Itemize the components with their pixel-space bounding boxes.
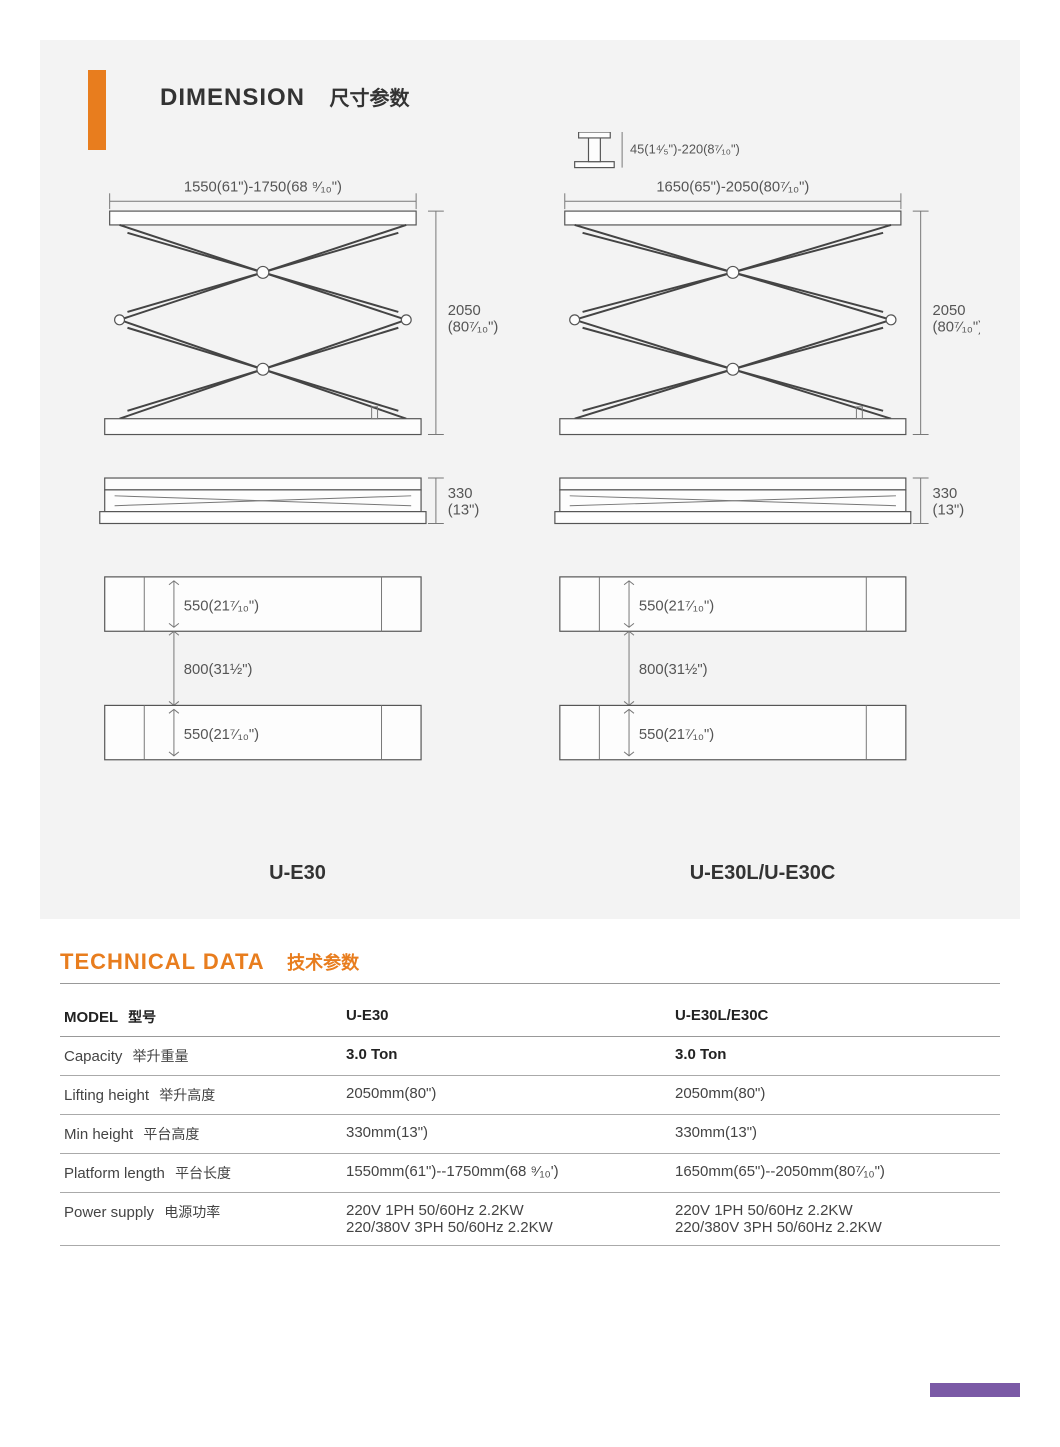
dim-height-r: 2050 — [933, 303, 966, 319]
label-capacity-en: Capacity — [64, 1048, 122, 1065]
diagram-row: 1550(61")-1750(68 ⁹⁄₁₀") — [40, 132, 1020, 889]
cell-mh-a: 330mm(13") — [342, 1114, 671, 1153]
dim-platform-1: 550(21⁷⁄₁₀") — [184, 598, 259, 614]
dimension-title-en: DIMENSION — [160, 84, 305, 111]
row-min-height: Min height 平台高度 330mm(13") 330mm(13") — [60, 1114, 1000, 1153]
dim-collapsed-in: (13") — [448, 503, 480, 519]
dim-gap: 800(31½") — [184, 662, 253, 678]
tech-title-cn: 技术参数 — [287, 953, 359, 973]
technical-data-section: TECHNICAL DATA 技术参数 MODEL 型号 U-E30 U-E30… — [40, 919, 1020, 1246]
spec-table: MODEL 型号 U-E30 U-E30L/E30C Capacity 举升重量… — [60, 998, 1000, 1246]
scissor-lift-diagram-right: 45(1⁴⁄₅")-220(8⁷⁄₁₀") 1650(65")-2050(80⁷… — [545, 132, 980, 844]
dimension-title: DIMENSION 尺寸参数 — [40, 40, 1020, 132]
row-power-supply: Power supply 电源功率 220V 1PH 50/60Hz 2.2KW… — [60, 1192, 1000, 1245]
cell-mh-b: 330mm(13") — [671, 1114, 1000, 1153]
cell-lh-b: 2050mm(80") — [671, 1075, 1000, 1114]
dimension-title-cn: 尺寸参数 — [329, 88, 409, 110]
dim-top-width-r: 1650(65")-2050(80⁷⁄₁₀") — [656, 179, 809, 195]
label-ps-cn: 电源功率 — [164, 1204, 220, 1220]
dim-height: 2050 — [448, 303, 481, 319]
scissor-lift-diagram-left: 1550(61")-1750(68 ⁹⁄₁₀") — [80, 132, 515, 844]
dim-platform-1-r: 550(21⁷⁄₁₀") — [639, 598, 714, 614]
model-label-left: U-E30 — [80, 844, 515, 889]
dim-platform-2: 550(21⁷⁄₁₀") — [184, 727, 259, 743]
label-mh-cn: 平台高度 — [143, 1126, 199, 1142]
label-mh-en: Min height — [64, 1126, 133, 1143]
dim-jack: 45(1⁴⁄₅")-220(8⁷⁄₁₀") — [630, 142, 740, 157]
dim-height-in: (80⁷⁄₁₀") — [448, 320, 499, 336]
cell-capacity-b: 3.0 Ton — [671, 1036, 1000, 1075]
cell-ps-b2: 220/380V 3PH 50/60Hz 2.2KW — [675, 1219, 996, 1236]
page-tab — [930, 1383, 1020, 1397]
cell-pl-a: 1550mm(61")--1750mm(68 ⁹⁄₁₀') — [342, 1153, 671, 1192]
cell-lh-a: 2050mm(80") — [342, 1075, 671, 1114]
label-pl-en: Platform length — [64, 1165, 165, 1182]
row-capacity: Capacity 举升重量 3.0 Ton 3.0 Ton — [60, 1036, 1000, 1075]
label-ps-en: Power supply — [64, 1204, 154, 1221]
label-model-en: MODEL — [64, 1009, 118, 1026]
dim-collapsed: 330 — [448, 486, 473, 502]
diagram-left: 1550(61")-1750(68 ⁹⁄₁₀") — [80, 132, 515, 889]
model-label-right: U-E30L/U-E30C — [545, 844, 980, 889]
cell-ps-b1: 220V 1PH 50/60Hz 2.2KW — [675, 1202, 996, 1219]
cell-model-b: U-E30L/E30C — [671, 998, 1000, 1037]
diagram-right: 45(1⁴⁄₅")-220(8⁷⁄₁₀") 1650(65")-2050(80⁷… — [545, 132, 980, 889]
dim-collapsed-r: 330 — [933, 486, 958, 502]
row-platform-length: Platform length 平台长度 1550mm(61")--1750mm… — [60, 1153, 1000, 1192]
label-pl-cn: 平台长度 — [175, 1165, 231, 1181]
cell-pl-b: 1650mm(65")--2050mm(80⁷⁄₁₀") — [671, 1153, 1000, 1192]
dim-platform-2-r: 550(21⁷⁄₁₀") — [639, 727, 714, 743]
dim-collapsed-in-r: (13") — [933, 503, 965, 519]
tech-title-en: TECHNICAL DATA — [60, 949, 265, 974]
dimension-panel: DIMENSION 尺寸参数 1550(61")-1750(68 ⁹⁄₁₀") — [40, 40, 1020, 919]
dim-height-in-r: (80⁷⁄₁₀") — [933, 320, 980, 336]
cell-model-a: U-E30 — [342, 998, 671, 1037]
label-lh-en: Lifting height — [64, 1087, 149, 1104]
cell-ps-a1: 220V 1PH 50/60Hz 2.2KW — [346, 1202, 667, 1219]
dim-gap-r: 800(31½") — [639, 662, 708, 678]
cell-ps-a2: 220/380V 3PH 50/60Hz 2.2KW — [346, 1219, 667, 1236]
label-capacity-cn: 举升重量 — [133, 1048, 189, 1064]
dim-top-width: 1550(61")-1750(68 ⁹⁄₁₀") — [184, 179, 342, 195]
row-lifting-height: Lifting height 举升高度 2050mm(80") 2050mm(8… — [60, 1075, 1000, 1114]
technical-data-title: TECHNICAL DATA 技术参数 — [60, 949, 1000, 984]
row-model: MODEL 型号 U-E30 U-E30L/E30C — [60, 998, 1000, 1037]
label-lh-cn: 举升高度 — [159, 1087, 215, 1103]
cell-capacity-a: 3.0 Ton — [342, 1036, 671, 1075]
label-model-cn: 型号 — [128, 1009, 156, 1025]
